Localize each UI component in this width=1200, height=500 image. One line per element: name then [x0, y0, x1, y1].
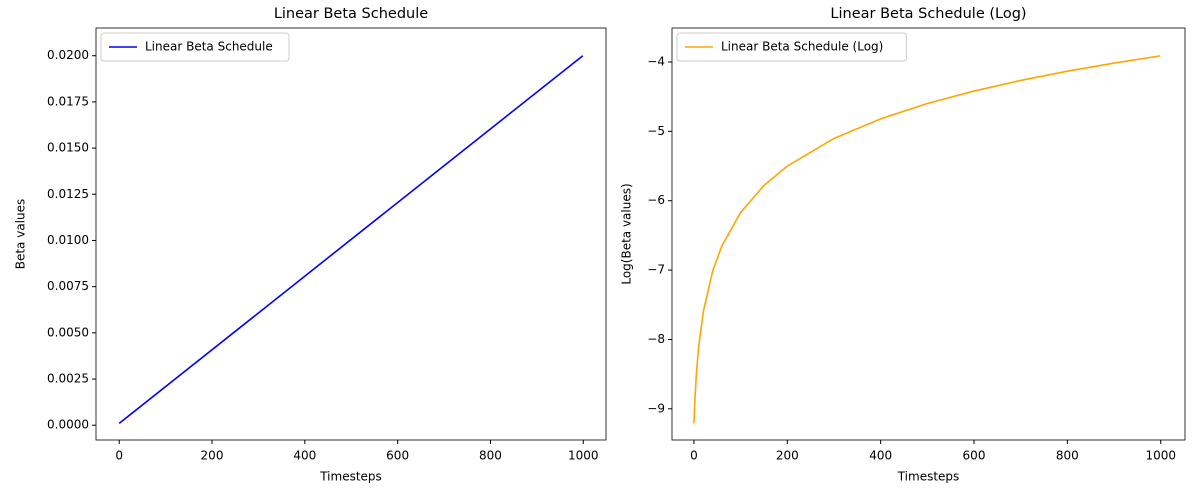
chart-title: Linear Beta Schedule (Log) [830, 6, 1026, 22]
x-tick-label: 400 [869, 449, 892, 463]
legend: Linear Beta Schedule (Log) [676, 32, 907, 62]
y-tick-label: 0.0000 [47, 418, 89, 432]
x-axis-label: Timesteps [319, 470, 382, 484]
chart-title: Linear Beta Schedule [274, 6, 428, 22]
y-tick-label: 0.0200 [47, 48, 89, 62]
y-tick-label: 0.0100 [47, 233, 89, 247]
legend: Linear Beta Schedule [100, 32, 290, 62]
y-tick-label: 0.0075 [47, 279, 89, 293]
y-tick-label: 0.0175 [47, 94, 89, 108]
x-tick-label: 0 [115, 449, 123, 463]
y-tick-label: −5 [647, 124, 665, 138]
legend-box [100, 32, 290, 62]
x-tick-label: 200 [201, 449, 224, 463]
y-tick-label: 0.0025 [47, 372, 89, 386]
plot-frame [671, 27, 1186, 441]
x-tick-label: 1000 [1145, 449, 1176, 463]
x-tick-label: 800 [479, 449, 502, 463]
x-tick-label: 200 [776, 449, 799, 463]
x-tick-label: 0 [690, 449, 698, 463]
y-tick-label: −9 [647, 401, 665, 415]
legend-label: Linear Beta Schedule [145, 40, 273, 54]
x-tick-label: 600 [963, 449, 986, 463]
data-line [693, 55, 1161, 424]
x-axis-label: Timesteps [897, 470, 960, 484]
data-line [118, 55, 584, 424]
y-axis-label: Log(Beta values) [620, 183, 634, 284]
x-tick-label: 800 [1056, 449, 1079, 463]
plot-frame [95, 27, 607, 441]
y-tick-label: 0.0125 [47, 187, 89, 201]
legend-label: Linear Beta Schedule (Log) [721, 40, 883, 54]
y-tick-label: 0.0150 [47, 141, 89, 155]
y-tick-label: 0.0050 [47, 325, 89, 339]
y-tick-label: −7 [647, 263, 665, 277]
y-tick-label: −6 [647, 193, 665, 207]
x-tick-label: 600 [386, 449, 409, 463]
x-tick-label: 1000 [568, 449, 599, 463]
legend-box [676, 32, 907, 62]
y-tick-label: −4 [647, 54, 665, 68]
x-tick-label: 400 [293, 449, 316, 463]
y-tick-label: −8 [647, 332, 665, 346]
y-axis-label: Beta values [14, 199, 28, 270]
